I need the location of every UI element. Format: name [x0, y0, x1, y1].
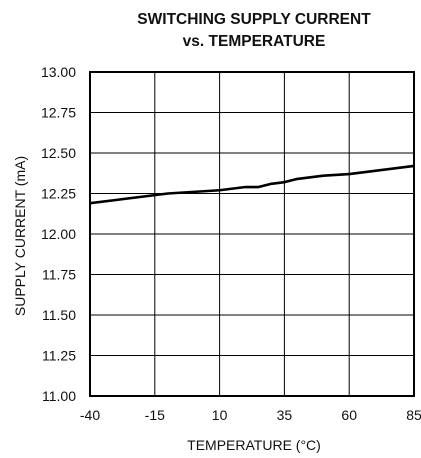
y-tick-label: 11.25 — [42, 348, 76, 364]
y-tick-label: 12.75 — [41, 105, 76, 121]
x-tick-label: 10 — [212, 407, 228, 423]
x-tick-label: -15 — [145, 407, 165, 423]
y-tick-label: 11.75 — [42, 267, 76, 283]
y-tick-label: 12.00 — [41, 226, 76, 242]
series-line — [89, 164, 415, 205]
y-tick-label: 11.50 — [42, 307, 76, 323]
x-tick-label: 35 — [277, 407, 293, 423]
x-axis-label: TEMPERATURE (°C) — [187, 437, 321, 453]
y-axis-label: SUPPLY CURRENT (mA) — [12, 156, 28, 316]
tick-labels: -40 -15 10 35 60 85 11.00 11.25 11.50 11.75 12.00 1… — [41, 64, 421, 423]
x-tick-label: 60 — [341, 407, 357, 423]
series-group — [89, 164, 415, 205]
y-tick-label: 12.50 — [41, 145, 76, 161]
grid — [90, 72, 414, 396]
y-tick-label: 12.25 — [41, 186, 76, 202]
y-tick-label: 11.00 — [42, 388, 76, 404]
x-tick-label: -40 — [80, 407, 100, 423]
plot-frame — [89, 71, 415, 397]
chart-title-line2: vs. TEMPERATURE — [183, 33, 326, 50]
y-tick-label: 13.00 — [41, 64, 76, 80]
chart-title-line1: SWITCHING SUPPLY CURRENT — [137, 11, 371, 28]
x-tick-label: 85 — [406, 407, 421, 423]
